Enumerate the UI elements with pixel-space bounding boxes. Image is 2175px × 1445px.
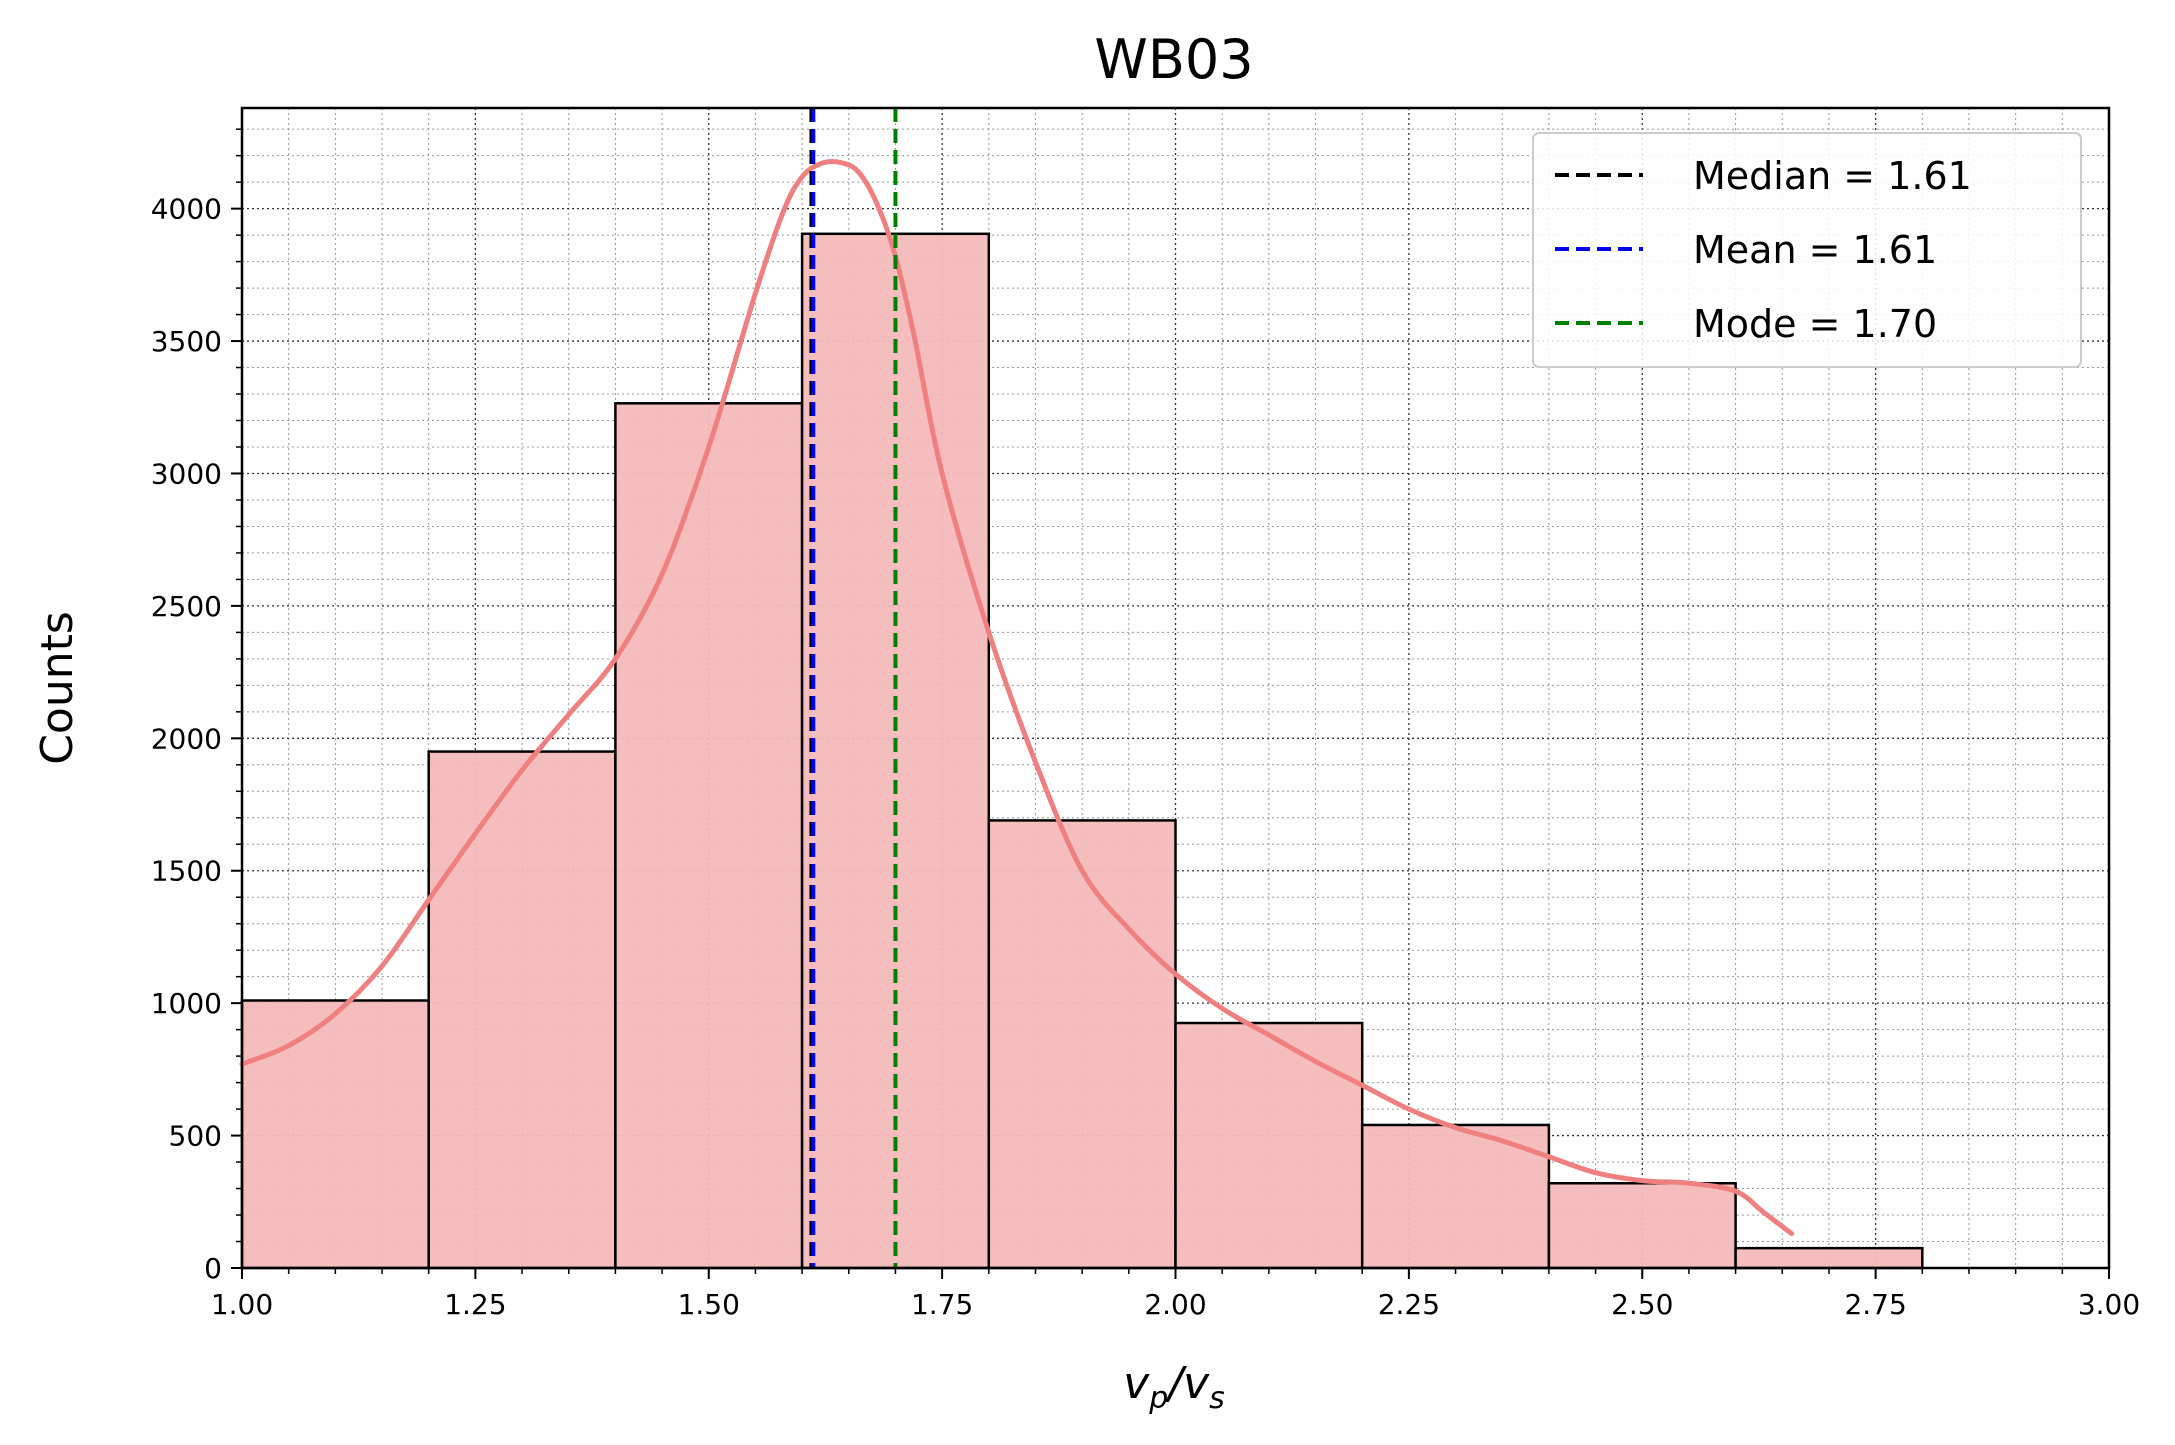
stat-lines: [809, 108, 898, 1268]
histogram-bar: [1174, 1021, 1364, 1270]
y-tick-label: 500: [169, 1120, 222, 1153]
histogram-bar: [240, 999, 430, 1270]
axis-ticks: 1.00 1.25 1.50 1.75 2.00 2.25 2.50 2.75 3.00 0 500…: [151, 128, 2140, 1321]
histogram-bar: [427, 750, 617, 1270]
y-tick-label: 4000: [151, 193, 222, 226]
x-tick-label: 2.00: [1144, 1288, 1206, 1321]
legend: Median = 1.61 Mean = 1.61 Mode = 1.70: [1532, 132, 2082, 368]
kde-curve: [239, 158, 1795, 1237]
x-tick-label: 2.75: [1844, 1288, 1906, 1321]
legend-label: Mean = 1.61: [1693, 228, 1937, 272]
x-axis-label: vp/vs: [1123, 1358, 1225, 1416]
x-tick-label: 1.50: [678, 1288, 740, 1321]
histogram-bar: [1547, 1182, 1737, 1270]
x-tick-label: 1.00: [211, 1288, 273, 1321]
chart-title: WB03: [1094, 28, 1253, 91]
y-tick-label: 1000: [151, 987, 222, 1020]
legend-label: Median = 1.61: [1693, 154, 1972, 198]
histogram-bar: [1734, 1246, 1924, 1270]
histogram-bar: [614, 402, 804, 1270]
y-tick-label: 3500: [151, 325, 222, 358]
x-tick-label: 2.25: [1378, 1288, 1440, 1321]
x-tick-label: 1.75: [911, 1288, 973, 1321]
x-tick-label: 3.00: [2078, 1288, 2140, 1321]
y-tick-label: 2000: [151, 722, 222, 755]
legend-label: Mode = 1.70: [1693, 302, 1937, 346]
bars: [240, 232, 1924, 1270]
x-tick-label: 1.25: [444, 1288, 506, 1321]
y-axis-label: Counts: [32, 611, 83, 765]
y-tick-label: 0: [204, 1252, 222, 1285]
x-tick-label: 2.50: [1611, 1288, 1673, 1321]
y-tick-label: 1500: [151, 855, 222, 888]
y-tick-label: 2500: [151, 590, 222, 623]
kde-curve-layer: [239, 158, 1795, 1237]
legend-box: [1532, 132, 2082, 368]
histogram-bar: [987, 819, 1177, 1270]
y-tick-label: 3000: [151, 457, 222, 490]
